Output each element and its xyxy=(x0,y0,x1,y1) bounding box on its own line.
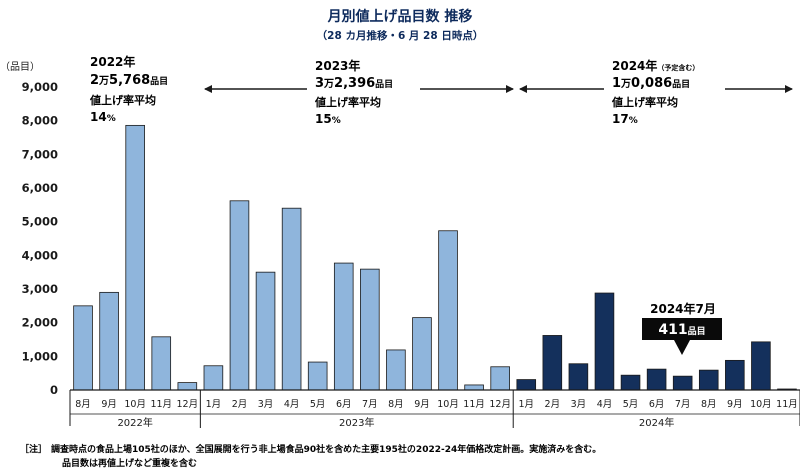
bar xyxy=(151,336,172,391)
x-tick-label: 4月 xyxy=(284,399,300,410)
callout-title: 2024年7月 xyxy=(650,301,716,316)
y-tick-label: 4,000 xyxy=(22,248,58,262)
bar xyxy=(438,230,458,391)
x-tick-label: 1月 xyxy=(518,399,534,410)
bar xyxy=(464,384,484,391)
y-tick-label: 3,000 xyxy=(22,282,58,296)
footnote-line-2: 品目数は再値上げなど重複を含む xyxy=(62,457,197,469)
bar xyxy=(490,366,510,391)
year-group-label: 2023年 xyxy=(339,416,374,429)
callout-box xyxy=(642,318,722,340)
bar xyxy=(177,382,198,391)
bar xyxy=(255,271,276,391)
y-axis-ticks: 0 1,000 2,000 3,000 4,000 5,000 6,000 7,000 8,00… xyxy=(22,80,58,397)
bar xyxy=(516,379,537,391)
y-axis-label: （品目） xyxy=(0,61,40,73)
year-groups: 2022年 2023年 2024年 xyxy=(69,390,800,429)
x-tick-label: 6月 xyxy=(649,399,665,410)
callout-pointer xyxy=(674,340,690,355)
footnote-line-1: ［注］ 調査時点の食品上場105社のほか、全国展開を行う非上場食品90社を含めた主… xyxy=(20,443,601,455)
x-tick-label: 11月 xyxy=(463,399,485,410)
summary-2022-rate-label: 値上げ率平均 xyxy=(89,93,156,107)
year-group-label: 2024年 xyxy=(639,416,674,429)
bar xyxy=(99,291,119,391)
summary-2023: 2023年 3万2,396品目 値上げ率平均 15% xyxy=(314,58,393,126)
x-tick-label: 12月 xyxy=(177,399,199,410)
bar xyxy=(333,262,354,391)
x-tick-label: 8月 xyxy=(388,399,404,410)
summary-2024-rate-label: 値上げ率平均 xyxy=(611,95,678,109)
bar xyxy=(229,200,250,391)
callout-value: 411品目 xyxy=(658,322,705,338)
x-tick-label: 7月 xyxy=(362,399,378,410)
bar xyxy=(646,368,667,391)
y-tick-label: 9,000 xyxy=(22,80,58,94)
bar xyxy=(751,341,771,391)
x-tick-label: 11月 xyxy=(776,399,798,410)
x-tick-label: 8月 xyxy=(75,399,91,410)
bar xyxy=(281,207,302,391)
bar xyxy=(698,369,719,391)
x-tick-label: 1月 xyxy=(206,399,222,410)
bar xyxy=(594,292,615,391)
bar xyxy=(672,375,693,391)
x-tick-label: 2月 xyxy=(232,399,248,410)
bar xyxy=(412,317,432,391)
x-tick-label: 4月 xyxy=(597,399,613,410)
summary-2024-total: 1万0,086品目 xyxy=(612,76,690,91)
y-tick-label: 5,000 xyxy=(22,215,58,229)
summary-2024-year: 2024年（予定含む） xyxy=(612,58,699,73)
x-tick-label: 5月 xyxy=(623,399,639,410)
x-tick-label: 2月 xyxy=(545,399,561,410)
summary-2023-rate-label: 値上げ率平均 xyxy=(314,95,381,109)
bar xyxy=(542,335,563,391)
bar xyxy=(73,305,93,391)
bar xyxy=(620,374,641,391)
callout-july-2024: 2024年7月 411品目 xyxy=(642,301,722,355)
summary-2022-total: 2万5,768品目 xyxy=(90,73,168,88)
summary-2023-total: 3万2,396品目 xyxy=(315,76,393,91)
y-tick-label: 8,000 xyxy=(22,114,58,128)
category-labels: 8月 9月 10月 11月 12月 1月 2月 3月 4月 5月 6月 7月 8月 9月 10月 11月 12月… xyxy=(75,399,797,410)
summary-2023-year: 2023年 xyxy=(315,58,360,73)
bar xyxy=(360,268,380,391)
summary-2022-year: 2022年 xyxy=(90,54,135,69)
x-tick-label: 11月 xyxy=(150,399,172,410)
summary-2022-rate: 14% xyxy=(90,110,116,124)
y-tick-label: 0 xyxy=(50,383,58,397)
bar xyxy=(568,363,589,391)
chart-title: 月別値上げ品目数 推移 xyxy=(327,8,473,25)
bar xyxy=(386,349,406,391)
bar xyxy=(203,365,224,391)
x-tick-label: 9月 xyxy=(414,399,430,410)
year-group-label: 2022年 xyxy=(117,416,152,429)
summary-2022: 2022年 2万5,768品目 値上げ率平均 14% xyxy=(89,54,168,124)
x-tick-label: 6月 xyxy=(336,399,352,410)
x-tick-label: 9月 xyxy=(727,399,743,410)
x-tick-label: 8月 xyxy=(701,399,717,410)
bar-series xyxy=(73,124,797,391)
x-tick-label: 5月 xyxy=(310,399,326,410)
y-tick-label: 7,000 xyxy=(22,147,58,161)
summary-2024: 2024年（予定含む） 1万0,086品目 値上げ率平均 17% xyxy=(611,58,699,126)
y-tick-label: 2,000 xyxy=(22,316,58,330)
x-tick-label: 7月 xyxy=(675,399,691,410)
x-tick-label: 12月 xyxy=(489,399,511,410)
summary-2023-rate: 15% xyxy=(315,112,341,126)
bar xyxy=(307,361,328,391)
x-tick-label: 10月 xyxy=(437,399,459,410)
x-tick-label: 9月 xyxy=(101,399,117,410)
y-tick-label: 6,000 xyxy=(22,181,58,195)
x-tick-label: 10月 xyxy=(124,399,146,410)
x-tick-label: 3月 xyxy=(258,399,274,410)
y-tick-label: 1,000 xyxy=(22,349,58,363)
bar xyxy=(125,124,145,391)
summary-2024-rate: 17% xyxy=(612,112,638,126)
bar xyxy=(725,359,745,391)
chart-subtitle: （28 カ月推移・6 月 28 日時点） xyxy=(317,29,484,42)
x-tick-label: 10月 xyxy=(750,399,772,410)
x-tick-label: 3月 xyxy=(571,399,587,410)
